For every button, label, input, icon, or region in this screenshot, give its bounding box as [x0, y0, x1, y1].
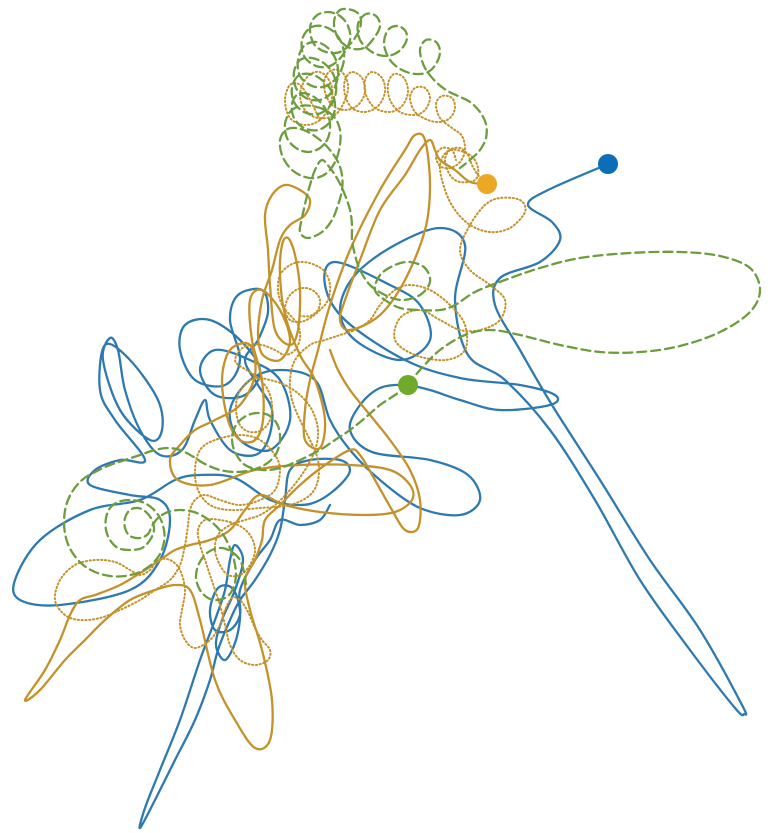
series-line-0 — [12, 162, 748, 830]
series-line-4 — [278, 7, 762, 387]
series-end-marker-1 — [477, 174, 497, 194]
series-line-5 — [62, 383, 410, 602]
series-line-3 — [284, 68, 467, 170]
series-line-2 — [53, 146, 527, 666]
series-end-marker-0 — [598, 154, 618, 174]
series-line-1 — [23, 132, 489, 751]
series-end-marker-4 — [398, 375, 418, 395]
